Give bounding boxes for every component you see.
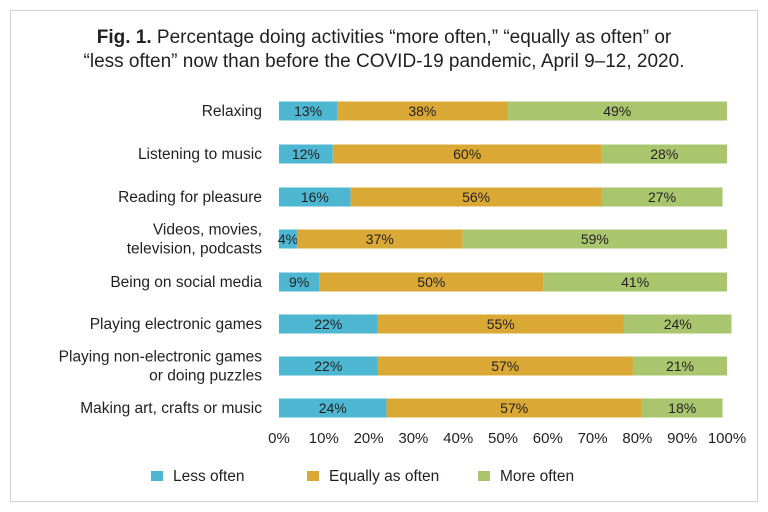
x-tick-label: 60% (533, 430, 563, 447)
data-label: 22% (314, 316, 342, 332)
data-label: 13% (294, 103, 322, 119)
data-label: 16% (301, 189, 329, 205)
category-label: Making art, crafts or music (80, 400, 262, 417)
data-label: 21% (666, 358, 694, 374)
legend-label: Equally as often (329, 468, 439, 485)
data-label: 41% (621, 274, 649, 290)
data-label: 57% (491, 358, 519, 374)
bar-segment (279, 272, 320, 292)
data-label: 59% (581, 231, 609, 247)
data-label: 22% (314, 358, 342, 374)
data-label: 37% (366, 231, 394, 247)
bar-segment (601, 187, 723, 207)
bar-segment (543, 272, 727, 292)
bar-segment (279, 314, 378, 334)
bar-segment (601, 144, 727, 164)
data-label: 27% (648, 189, 676, 205)
bar-segment (279, 356, 378, 376)
legend-swatch (151, 471, 163, 481)
bar-segment (279, 187, 351, 207)
category-label: Videos, movies, (153, 222, 262, 239)
x-tick-label: 20% (354, 430, 384, 447)
bar-segment (377, 314, 624, 334)
bar-segment (377, 356, 633, 376)
category-label: Listening to music (138, 146, 262, 163)
chart-title: Fig. 1. Percentage doing activities “mor… (20, 26, 748, 74)
bar-segment (632, 356, 727, 376)
x-tick-label: 40% (443, 430, 473, 447)
legend-swatch (478, 471, 490, 481)
category-label: or doing puzzles (149, 368, 262, 385)
data-label: 12% (292, 146, 320, 162)
data-label: 24% (319, 400, 347, 416)
bar-segment (462, 229, 727, 249)
data-label: 18% (668, 400, 696, 416)
bar-segment (319, 272, 544, 292)
x-tick-label: 30% (398, 430, 428, 447)
data-label: 28% (650, 146, 678, 162)
data-label: 9% (289, 274, 309, 290)
data-label: 55% (487, 316, 515, 332)
bar-segment (386, 398, 642, 418)
category-label: television, podcasts (127, 241, 263, 258)
title-line-1: Percentage doing activities “more often,… (151, 27, 672, 48)
data-label: 60% (453, 146, 481, 162)
category-label: Reading for pleasure (118, 189, 262, 206)
x-tick-label: 80% (622, 430, 652, 447)
x-tick-label: 10% (309, 430, 339, 447)
figure-frame (10, 10, 758, 502)
legend-label: More often (500, 468, 574, 485)
x-tick-label: 90% (667, 430, 697, 447)
bar-segment (296, 229, 463, 249)
figure-label: Fig. 1. (96, 27, 152, 48)
legend-swatch (307, 471, 319, 481)
bar-segment (507, 101, 727, 121)
legend-label: Less often (173, 468, 245, 485)
bar-segment (279, 101, 338, 121)
data-label: 4% (278, 231, 298, 247)
data-label: 56% (462, 189, 490, 205)
category-label: Playing electronic games (90, 316, 263, 333)
x-tick-label: 0% (268, 430, 290, 447)
bar-segment (279, 229, 297, 249)
bars-group: 13% 38% 49% 12% 60% 28% 16% 56% 27% 4% 37% 59% 9% 50%… (278, 101, 732, 418)
bar-segment (337, 101, 508, 121)
bar-segment (641, 398, 723, 418)
x-tick-label: 70% (578, 430, 608, 447)
category-label: Playing non-electronic games (59, 349, 263, 366)
data-label: 38% (408, 103, 436, 119)
title-line-2: “less often” now than before the COVID-1… (83, 51, 685, 72)
bar-segment (350, 187, 602, 207)
x-tick-label: 100% (708, 430, 746, 447)
category-label: Relaxing (202, 103, 262, 120)
data-label: 50% (417, 274, 445, 290)
category-labels: Relaxing Listening to music Reading for pl… (59, 103, 263, 417)
data-label: 57% (500, 400, 528, 416)
legend: Less often Equally as often More often (151, 468, 574, 485)
category-label: Being on social media (110, 274, 262, 291)
data-label: 49% (603, 103, 631, 119)
bar-segment (332, 144, 602, 164)
bar-segment (623, 314, 732, 334)
data-label: 24% (664, 316, 692, 332)
bar-segment (279, 398, 387, 418)
x-axis: 0% 10% 20% 30% 40% 50% 60% 70% 80% 90% 100% (268, 430, 746, 447)
x-tick-label: 50% (488, 430, 518, 447)
bar-segment (279, 144, 333, 164)
